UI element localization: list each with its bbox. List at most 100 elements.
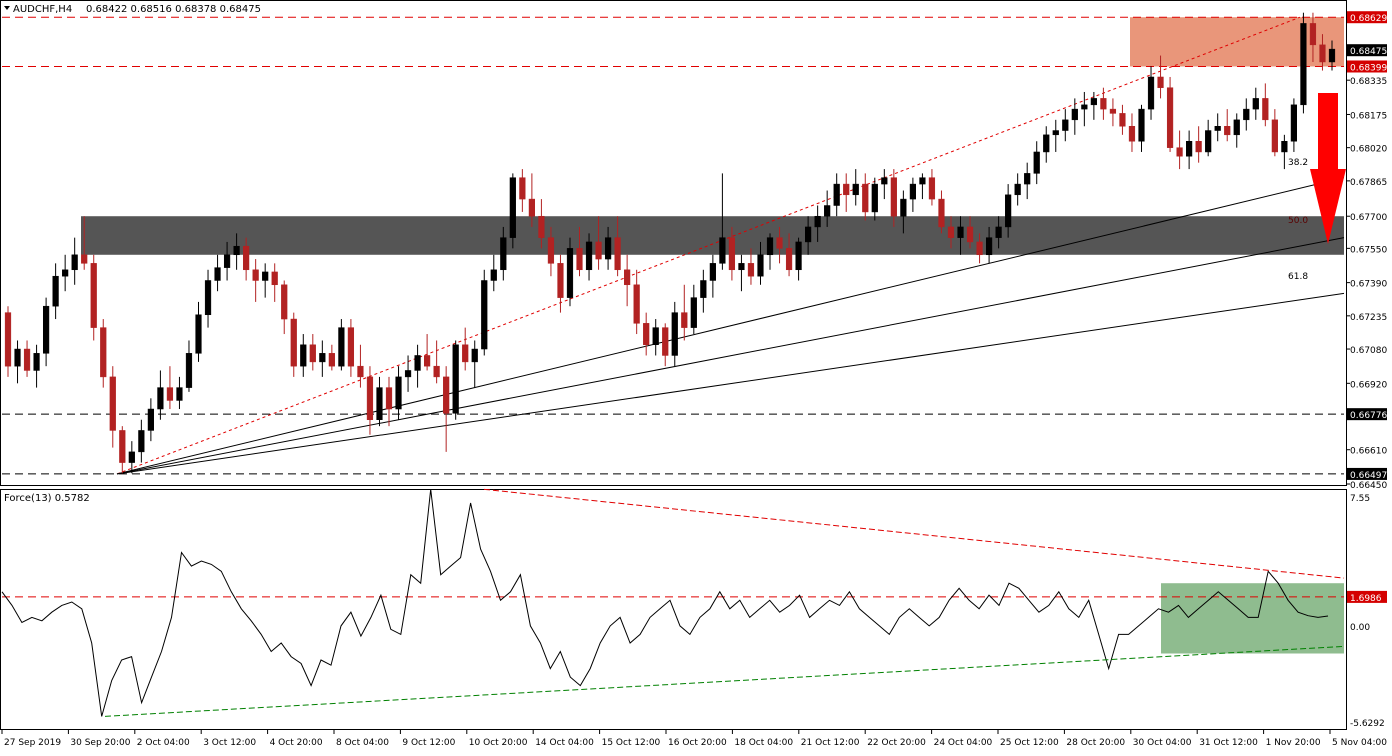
candle-body [1233, 119, 1240, 136]
down-arrow [1310, 93, 1346, 244]
candle-body [519, 177, 526, 200]
candle-body [109, 376, 116, 431]
time-tick-label: 9 Oct 12:00 [402, 738, 455, 748]
candle-body [290, 318, 297, 367]
candle-body [747, 263, 755, 277]
price-tick-label: 0.67235 [1350, 313, 1387, 323]
time-tick-label: 31 Oct 12:00 [1199, 738, 1258, 748]
candle-body [824, 205, 831, 217]
time-tick-label: 10 Oct 20:00 [469, 738, 528, 748]
candle-body [1224, 125, 1231, 136]
candle-body [1309, 23, 1317, 46]
candle-body [319, 353, 326, 363]
time-tick-label: 5 Nov 04:00 [1332, 738, 1387, 748]
price-tick-label: 0.67700 [1350, 213, 1387, 223]
candle-body [252, 269, 259, 281]
candle-body [471, 348, 478, 363]
fib-fan-line [116, 292, 1345, 475]
candle-body [576, 248, 583, 271]
force-resistance-trendline [483, 488, 1345, 579]
candle-body [1033, 151, 1040, 174]
candle-body [1290, 104, 1298, 142]
price-label-text: 0.68475 [1350, 47, 1387, 57]
candle-body [681, 312, 688, 328]
candle-body [4, 312, 12, 367]
time-tick-label: 16 Oct 20:00 [668, 738, 727, 748]
levels-layer [2, 16, 1344, 475]
price-tick-label: 0.68175 [1350, 111, 1387, 121]
force-level-label: 1.6986 [1350, 594, 1382, 604]
candle-body [852, 183, 859, 196]
candle-body [1252, 98, 1259, 110]
candle-body [528, 198, 535, 217]
candle-body [843, 183, 850, 196]
candle-body [690, 297, 697, 328]
candle-body [90, 263, 97, 328]
price-label-box [1347, 60, 1387, 73]
time-tick-label: 22 Oct 20:00 [867, 738, 926, 748]
candle-body [338, 327, 345, 367]
candle-body [14, 348, 21, 367]
candle-body [566, 248, 574, 298]
candle-body [271, 271, 278, 286]
candle-body [538, 215, 545, 238]
fib-fan-line [116, 237, 1345, 475]
candle-body [119, 430, 126, 463]
candle-body [81, 254, 88, 264]
candle-body [223, 254, 231, 268]
candle-body [1005, 194, 1012, 228]
candle-body [1138, 108, 1145, 142]
candle-body [728, 237, 736, 271]
candles-layer [4, 12, 1336, 474]
candle-body [862, 183, 869, 213]
candle-body [1100, 98, 1107, 110]
price-label-text: 0.66776 [1350, 411, 1387, 421]
candle-body [890, 177, 897, 217]
candle-body [385, 387, 393, 410]
candle-body [509, 177, 516, 238]
candle-body [1062, 119, 1069, 131]
candle-body [433, 365, 440, 378]
candle-body [443, 376, 450, 414]
candle-body [1186, 140, 1193, 157]
candle-body [1300, 23, 1307, 106]
candle-body [452, 344, 459, 414]
time-tick-label: 8 Oct 04:00 [336, 738, 389, 748]
candle-body [138, 430, 145, 453]
time-tick-label: 14 Oct 04:00 [535, 738, 594, 748]
candle-body [757, 254, 764, 277]
collapse-triangle-icon[interactable] [4, 6, 10, 10]
candle-body [700, 280, 707, 298]
candle-body [833, 183, 840, 206]
candle-body [557, 263, 564, 298]
force-indicator-title: Force(13) 0.5782 [4, 493, 90, 504]
candle-body [1090, 98, 1097, 106]
candle-body [738, 263, 745, 271]
candle-body [947, 226, 955, 238]
time-tick-label: 27 Sep 2019 [4, 738, 61, 748]
zones-layer [81, 17, 1344, 255]
force-line [1, 489, 1329, 717]
time-tick-label: 30 Oct 04:00 [1133, 738, 1192, 748]
time-tick-label: 15 Oct 12:00 [602, 738, 661, 748]
price-label-box [1347, 11, 1387, 24]
candle-body [957, 226, 964, 238]
price-tick-label: 0.67865 [1350, 178, 1387, 188]
force-layer: 7.55 1.6986 0.00 -5.6292 [1, 488, 1387, 729]
candle-body [481, 280, 488, 350]
candle-body [204, 280, 212, 316]
candle-body [1109, 108, 1117, 114]
price-tick-label: 0.68020 [1350, 145, 1387, 155]
force-tick-label: -5.6292 [1350, 719, 1385, 729]
candle-body [1214, 125, 1221, 131]
candle-body [100, 327, 107, 378]
candle-body [1071, 108, 1078, 121]
price-tick-label: 0.66610 [1350, 447, 1387, 457]
candle-body [976, 241, 983, 256]
candle-body [157, 387, 164, 410]
fan-baseline [116, 16, 1301, 475]
fib-fan-label: 38.2 [1288, 158, 1308, 168]
candle-body [1081, 104, 1088, 110]
candle-body [881, 177, 888, 185]
